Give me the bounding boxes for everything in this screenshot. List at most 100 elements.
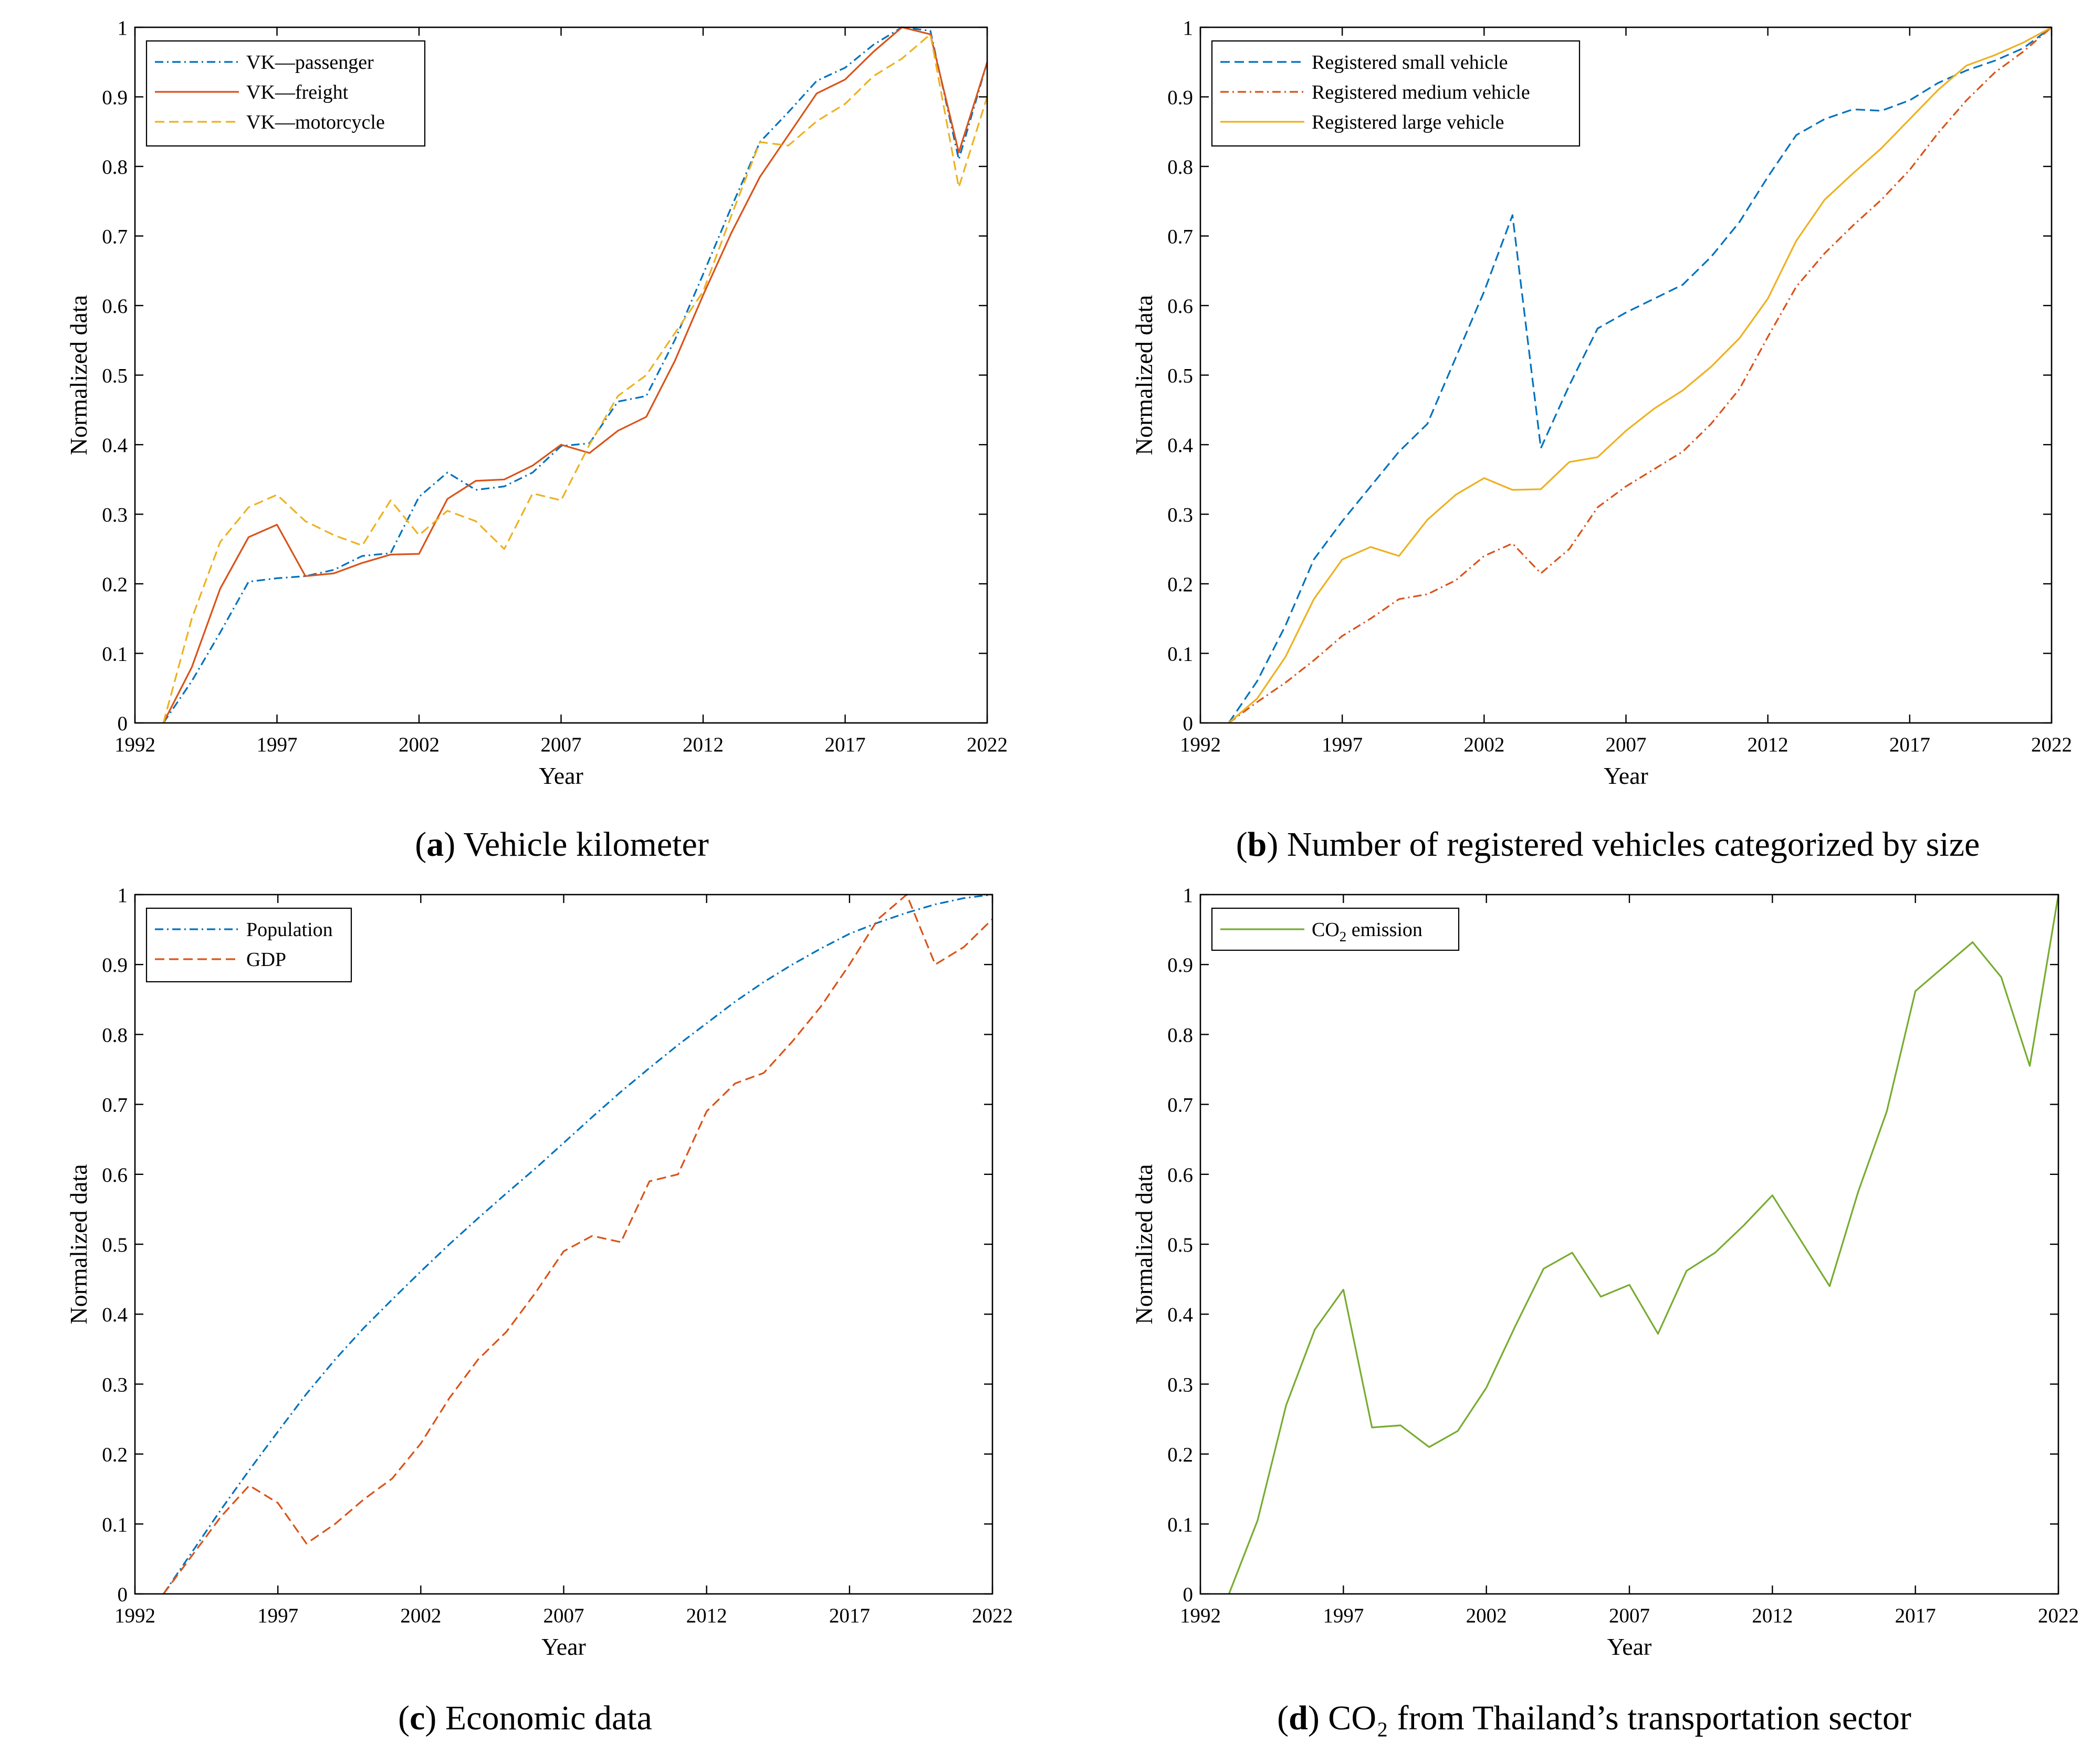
- x-tick-label: 2012: [1752, 1604, 1793, 1627]
- x-tick-label: 1997: [1323, 1604, 1364, 1627]
- y-tick-label: 0.8: [1167, 1024, 1193, 1046]
- y-tick-label: 0.4: [1167, 434, 1193, 457]
- legend-label: Registered medium vehicle: [1312, 81, 1530, 103]
- y-tick-label: 0.2: [1167, 573, 1193, 596]
- legend-label: VK—motorcycle: [246, 111, 385, 133]
- y-tick-label: 0.1: [102, 1514, 128, 1536]
- y-tick-label: 0.3: [102, 504, 128, 527]
- x-tick-label: 2022: [2031, 733, 2072, 756]
- y-tick-label: 0: [118, 1583, 128, 1606]
- x-tick-label: 2022: [2038, 1604, 2079, 1627]
- legend-box: [145, 40, 426, 147]
- x-tick-label: 2022: [972, 1604, 1013, 1627]
- y-axis-title: Normalized data: [65, 295, 92, 455]
- x-tick-label: 2002: [400, 1604, 441, 1627]
- panel-d: 0 0.1 0.2 0.3 0.4 0.5 0.6 0.7 0.8 0.9 1 1992 1997 200…: [1131, 884, 2079, 1737]
- x-tick-label: 1992: [1180, 1604, 1221, 1627]
- panel-caption: (b) Number of registered vehicles catego…: [1236, 825, 1980, 864]
- legend-label: GDP: [246, 949, 286, 971]
- legend-label: VK—passenger: [246, 51, 374, 74]
- x-tick-label: 2012: [1748, 733, 1788, 756]
- legend-box: [1211, 40, 1581, 147]
- legend-label: Registered small vehicle: [1312, 51, 1508, 74]
- y-tick-label: 1: [1183, 17, 1194, 39]
- panel-a: 0 0.1 0.2 0.3 0.4 0.5 0.6 0.7 0.8 0.9 1 1992 1997 200…: [65, 17, 1008, 864]
- legend-box: [145, 907, 352, 983]
- y-axis-title: Normalized data: [1131, 295, 1157, 455]
- x-tick-label: 2012: [686, 1604, 727, 1627]
- legend-label: CO2 emission: [1312, 919, 1422, 944]
- series-line-d-0: [1228, 894, 2059, 1594]
- x-tick-label: 1997: [257, 733, 298, 756]
- x-tick-label: 2002: [1463, 733, 1504, 756]
- y-tick-label: 0.6: [1167, 1164, 1193, 1186]
- x-tick-label: 2007: [1609, 1604, 1650, 1627]
- y-tick-label: 0.8: [102, 156, 128, 178]
- series-line-b-1: [1228, 26, 2053, 724]
- x-tick-label: 2017: [1889, 733, 1930, 756]
- x-tick-label: 2017: [829, 1604, 870, 1627]
- x-tick-label: 2007: [543, 1604, 584, 1627]
- x-tick-label: 2002: [1466, 1604, 1507, 1627]
- y-tick-label: 0.6: [102, 295, 128, 318]
- x-tick-label: 1992: [114, 1604, 155, 1627]
- y-tick-label: 0.9: [102, 87, 128, 109]
- series-line-c-1: [163, 894, 993, 1594]
- y-tick-label: 0.3: [102, 1373, 128, 1396]
- series-line-a-2: [162, 33, 988, 723]
- y-tick-label: 0.1: [1167, 1514, 1193, 1536]
- y-tick-label: 0.1: [1167, 643, 1193, 666]
- y-tick-label: 1: [1183, 884, 1194, 907]
- y-tick-label: 0.1: [102, 643, 128, 666]
- y-tick-label: 0.7: [1167, 226, 1193, 248]
- x-axis-title: Year: [539, 762, 583, 789]
- y-tick-label: 0: [1183, 1583, 1194, 1606]
- legend-label: Registered large vehicle: [1312, 111, 1504, 133]
- y-tick-label: 0: [118, 712, 128, 735]
- y-tick-label: 0.5: [1167, 1234, 1193, 1256]
- y-tick-label: 0.4: [102, 434, 128, 457]
- y-tick-label: 0.2: [1167, 1444, 1193, 1466]
- y-tick-label: 1: [118, 884, 128, 907]
- series-line-c-0: [163, 894, 993, 1594]
- series-line-a-0: [162, 26, 988, 723]
- y-tick-label: 0.9: [1167, 87, 1193, 109]
- panel-caption: (c) Economic data: [398, 1699, 652, 1737]
- y-tick-label: 0.8: [102, 1024, 128, 1046]
- x-tick-label: 2007: [1606, 733, 1647, 756]
- y-tick-label: 0.5: [1167, 365, 1193, 387]
- series-line-b-2: [1228, 26, 2052, 724]
- y-axis-title: Normalized data: [1131, 1164, 1157, 1324]
- legend-label: Population: [246, 919, 333, 941]
- x-tick-label: 1992: [114, 733, 155, 756]
- x-tick-label: 2022: [967, 733, 1008, 756]
- x-tick-label: 2002: [399, 733, 440, 756]
- x-tick-label: 2017: [825, 733, 866, 756]
- x-axis-title: Year: [1607, 1633, 1652, 1660]
- y-tick-label: 0.5: [102, 1234, 128, 1256]
- y-tick-label: 0.4: [102, 1304, 128, 1326]
- y-tick-label: 0.9: [102, 954, 128, 976]
- y-tick-label: 0.7: [102, 1094, 128, 1117]
- panel-caption: (a) Vehicle kilometer: [415, 825, 709, 864]
- y-tick-label: 0.3: [1167, 504, 1193, 527]
- series-line-b-0: [1228, 26, 2052, 723]
- y-tick-label: 0.3: [1167, 1373, 1193, 1396]
- legend-label: VK—freight: [246, 81, 349, 103]
- y-tick-label: 0: [1183, 712, 1194, 735]
- y-tick-label: 0.9: [1167, 954, 1193, 976]
- panel-c: 0 0.1 0.2 0.3 0.4 0.5 0.6 0.7 0.8 0.9 1 1992 1997 200…: [65, 884, 1013, 1737]
- axes-frame: [1199, 894, 2059, 1595]
- y-tick-label: 0.2: [102, 1444, 128, 1466]
- y-tick-label: 0.4: [1167, 1304, 1193, 1326]
- y-tick-label: 0.6: [102, 1164, 128, 1186]
- panel-caption: (d) CO₂ from Thailand’s transportation s…: [1277, 1699, 1911, 1737]
- y-axis-title: Normalized data: [65, 1164, 92, 1324]
- series-line-a-1: [162, 26, 988, 723]
- y-tick-label: 0.2: [102, 573, 128, 596]
- x-tick-label: 1997: [1322, 733, 1363, 756]
- y-tick-label: 0.5: [102, 365, 128, 387]
- y-tick-label: 0.8: [1167, 156, 1193, 178]
- x-tick-label: 2017: [1895, 1604, 1936, 1627]
